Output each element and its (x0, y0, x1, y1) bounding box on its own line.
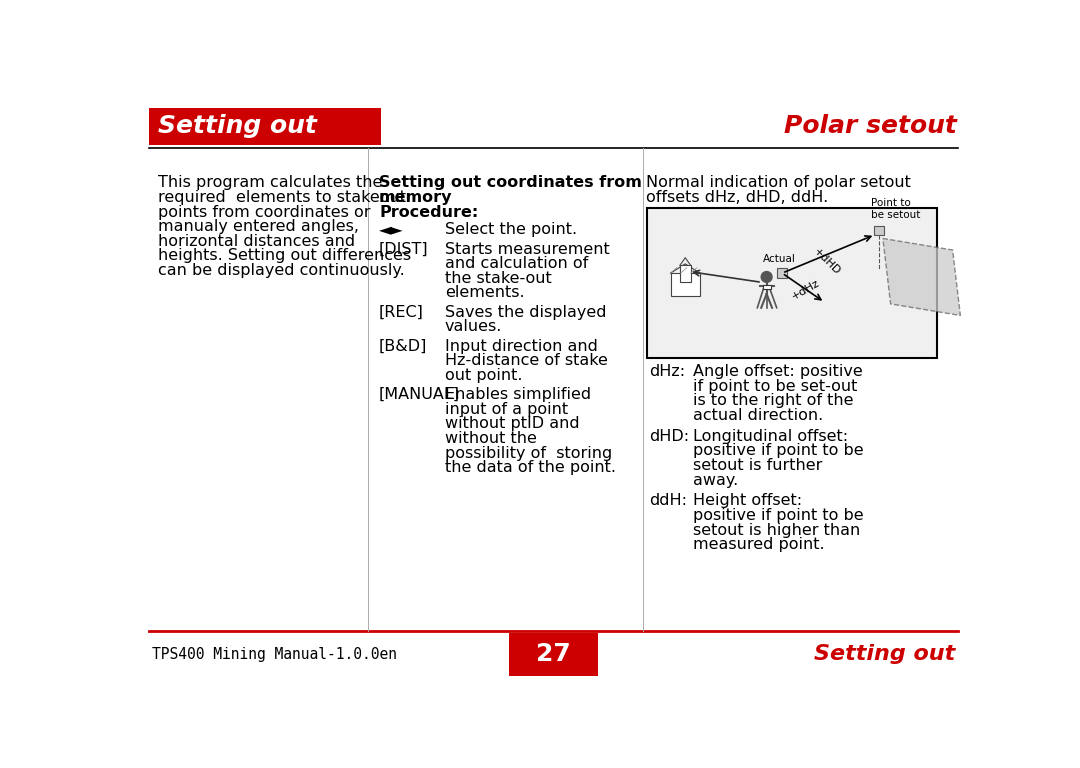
Text: manualy entered angles,: manualy entered angles, (159, 219, 360, 234)
Text: Actual: Actual (762, 254, 796, 264)
Text: the stake-out: the stake-out (445, 271, 552, 286)
Text: dHD:: dHD: (649, 429, 689, 444)
Text: Setting out coordinates from: Setting out coordinates from (379, 175, 642, 190)
Text: Normal indication of polar setout: Normal indication of polar setout (647, 175, 912, 190)
Polygon shape (882, 238, 960, 316)
Bar (510, 634, 597, 676)
Text: measured point.: measured point. (693, 538, 825, 552)
Text: required  elements to stakeout: required elements to stakeout (159, 190, 406, 205)
Text: [REC]: [REC] (379, 305, 424, 319)
Text: without the: without the (445, 431, 537, 446)
Text: Polar setout: Polar setout (784, 114, 957, 138)
Bar (679, 266, 691, 283)
Text: 27: 27 (536, 642, 571, 667)
Text: and calculation of: and calculation of (445, 257, 589, 271)
Text: Setting out: Setting out (159, 114, 318, 138)
Bar (778, 269, 786, 278)
Text: offsets dHz, dHD, ddH.: offsets dHz, dHD, ddH. (647, 190, 828, 205)
Text: Procedure:: Procedure: (379, 204, 478, 220)
Text: setout is further: setout is further (693, 458, 822, 473)
Text: +dHD: +dHD (811, 246, 842, 276)
Bar (647, 207, 937, 358)
Bar (762, 285, 770, 290)
Text: is to the right of the: is to the right of the (693, 393, 853, 409)
Circle shape (761, 272, 772, 283)
Text: [DIST]: [DIST] (379, 242, 429, 257)
Text: heights. Setting out differences: heights. Setting out differences (159, 249, 411, 263)
Text: can be displayed continuously.: can be displayed continuously. (159, 263, 405, 278)
Text: Angle offset: positive: Angle offset: positive (693, 364, 863, 379)
Bar (149, 108, 381, 144)
Text: dHz:: dHz: (649, 364, 685, 379)
Text: elements.: elements. (445, 286, 525, 300)
Text: values.: values. (445, 319, 502, 334)
Text: input of a point: input of a point (445, 402, 568, 417)
Text: memory: memory (379, 190, 453, 205)
Text: Enables simplified: Enables simplified (445, 387, 591, 402)
Text: Longitudinal offset:: Longitudinal offset: (693, 429, 848, 444)
Text: Setting out: Setting out (813, 644, 955, 664)
Text: positive if point to be: positive if point to be (693, 508, 864, 523)
Text: points from coordinates or: points from coordinates or (159, 204, 370, 220)
Text: [MANUAL]: [MANUAL] (379, 387, 460, 402)
Text: out point.: out point. (445, 368, 523, 382)
Text: possibility of  storing: possibility of storing (445, 445, 612, 461)
Text: TPS400 Mining Manual-1.0.0en: TPS400 Mining Manual-1.0.0en (152, 647, 397, 662)
Text: Point to
be setout: Point to be setout (872, 198, 920, 220)
Text: ddH:: ddH: (649, 493, 687, 508)
Text: Select the point.: Select the point. (445, 222, 577, 237)
Text: positive if point to be: positive if point to be (693, 443, 864, 458)
Text: This program calculates the: This program calculates the (159, 175, 382, 190)
Text: setout is higher than: setout is higher than (693, 522, 861, 538)
Text: [B&D]: [B&D] (379, 339, 428, 353)
Text: away.: away. (693, 472, 739, 488)
Text: Height offset:: Height offset: (693, 493, 802, 508)
Text: without ptID and: without ptID and (445, 416, 580, 432)
Text: horizontal distances and: horizontal distances and (159, 233, 355, 249)
Text: Input direction and: Input direction and (445, 339, 598, 353)
Text: Hz-distance of stake: Hz-distance of stake (445, 353, 608, 368)
Text: Starts measurement: Starts measurement (445, 242, 610, 257)
Text: +dHz: +dHz (789, 278, 822, 302)
Bar (875, 226, 883, 235)
Bar (671, 273, 700, 296)
Text: Saves the displayed: Saves the displayed (445, 305, 607, 319)
Text: if point to be set-out: if point to be set-out (693, 379, 858, 393)
Text: the data of the point.: the data of the point. (445, 460, 616, 475)
Text: actual direction.: actual direction. (693, 408, 823, 423)
Text: ◄►: ◄► (379, 222, 404, 237)
